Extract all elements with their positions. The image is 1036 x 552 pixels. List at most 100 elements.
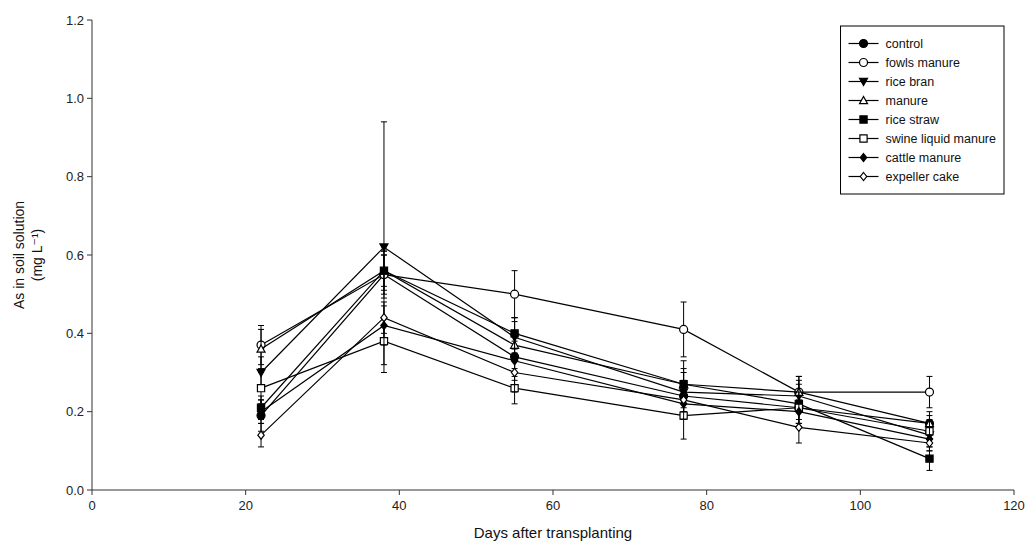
- x-tick-label: 80: [699, 498, 713, 513]
- legend-marker: [860, 78, 868, 85]
- x-tick: [92, 490, 93, 495]
- x-tick: [553, 490, 554, 495]
- legend-marker: [860, 40, 868, 48]
- error-bar: [926, 427, 932, 451]
- legend-marker: [860, 97, 868, 104]
- x-tick-label: 120: [1003, 498, 1025, 513]
- series-line: [261, 326, 929, 440]
- background: [0, 0, 1036, 552]
- error-bar: [681, 388, 687, 412]
- legend-item: manure: [849, 94, 928, 108]
- legend-frame: [841, 26, 1004, 194]
- point: [380, 244, 388, 251]
- y-tick-label: 0.8: [66, 169, 84, 184]
- legend-item: swine liquid manure: [849, 132, 997, 146]
- y-tick: [87, 255, 92, 256]
- point: [680, 325, 688, 333]
- series-line: [261, 271, 929, 424]
- y-tick-label: 1.0: [66, 91, 84, 106]
- point: [511, 290, 519, 298]
- series-line: [261, 271, 929, 459]
- legend-label: swine liquid manure: [886, 132, 997, 146]
- y-tick-label: 0.6: [66, 248, 84, 263]
- point: [257, 345, 265, 352]
- legend-label: rice straw: [886, 113, 940, 127]
- x-axis-label: Days after transplanting: [474, 524, 632, 541]
- error-bar: [796, 412, 802, 443]
- error-bar: [381, 122, 387, 373]
- y-tick-label: 0.2: [66, 404, 84, 419]
- error-bar: [381, 255, 387, 286]
- legend-label: expeller cake: [886, 170, 960, 184]
- x-tick: [399, 490, 400, 495]
- legend-marker: [860, 59, 868, 67]
- point: [925, 388, 933, 396]
- legend-item: cattle manure: [849, 151, 962, 165]
- x-tick-label: 40: [392, 498, 406, 513]
- error-bar: [258, 373, 264, 404]
- point: [680, 381, 687, 388]
- legend-marker: [860, 154, 866, 162]
- series-line: [261, 275, 929, 393]
- y-axis-label: (mg L⁻¹): [29, 229, 45, 282]
- point: [796, 423, 802, 431]
- chart: 0 20 40 60 80 100 120 0.0 0.2 0.4 0.6 0.8 1.0 1.2 Days…: [0, 0, 1036, 552]
- y-tick: [87, 411, 92, 412]
- y-axis-label: As in soil solution: [11, 201, 27, 309]
- legend-item: rice straw: [849, 113, 940, 127]
- legend-label: fowls manure: [886, 56, 960, 70]
- point: [511, 369, 517, 377]
- series: [257, 255, 933, 470]
- legend-item: rice bran: [849, 75, 935, 89]
- error-bar: [258, 423, 264, 447]
- x-tick-label: 20: [238, 498, 252, 513]
- point: [511, 330, 518, 337]
- y-tick: [87, 20, 92, 21]
- error-bar: [512, 353, 518, 392]
- error-bar: [926, 435, 932, 451]
- error-bar: [381, 302, 387, 333]
- point: [680, 380, 688, 387]
- y-tick-label: 0.4: [66, 326, 84, 341]
- legend-label: rice bran: [886, 75, 935, 89]
- point: [258, 431, 264, 439]
- legend-label: cattle manure: [886, 151, 962, 165]
- point: [380, 267, 388, 274]
- y-tick-label: 0.0: [66, 483, 84, 498]
- legend-marker: [860, 116, 867, 123]
- series: [258, 302, 933, 451]
- series: [258, 306, 933, 451]
- y-tick: [87, 333, 92, 334]
- point: [926, 439, 932, 447]
- y-tick-label: 1.2: [66, 13, 84, 28]
- point: [257, 385, 264, 392]
- legend-label: manure: [886, 94, 928, 108]
- error-bar: [926, 376, 932, 407]
- series: [257, 251, 933, 408]
- legend: controlfowls manurerice branmanurerice s…: [841, 26, 1004, 194]
- error-bar: [381, 251, 387, 290]
- legend-item: fowls manure: [849, 56, 960, 70]
- error-bar: [258, 400, 264, 424]
- point: [680, 396, 686, 404]
- x-tick-label: 0: [88, 498, 95, 513]
- error-bar: [258, 329, 264, 368]
- error-bar: [681, 388, 687, 419]
- x-tick-label: 60: [546, 498, 560, 513]
- series-line: [261, 318, 929, 443]
- point: [258, 408, 264, 416]
- plot-area: [257, 122, 933, 471]
- x-tick-label: 100: [849, 498, 871, 513]
- error-bar: [681, 302, 687, 357]
- axes: 0 20 40 60 80 100 120 0.0 0.2 0.4 0.6 0.8 1.0 1.2: [66, 13, 1025, 514]
- x-tick: [245, 490, 246, 495]
- point: [380, 267, 387, 274]
- x-tick: [860, 490, 861, 495]
- legend-marker: [860, 135, 867, 142]
- series: [257, 318, 933, 443]
- series: [257, 122, 933, 447]
- y-tick: [87, 176, 92, 177]
- legend-marker: [860, 173, 866, 181]
- y-tick: [87, 98, 92, 99]
- point: [926, 455, 933, 462]
